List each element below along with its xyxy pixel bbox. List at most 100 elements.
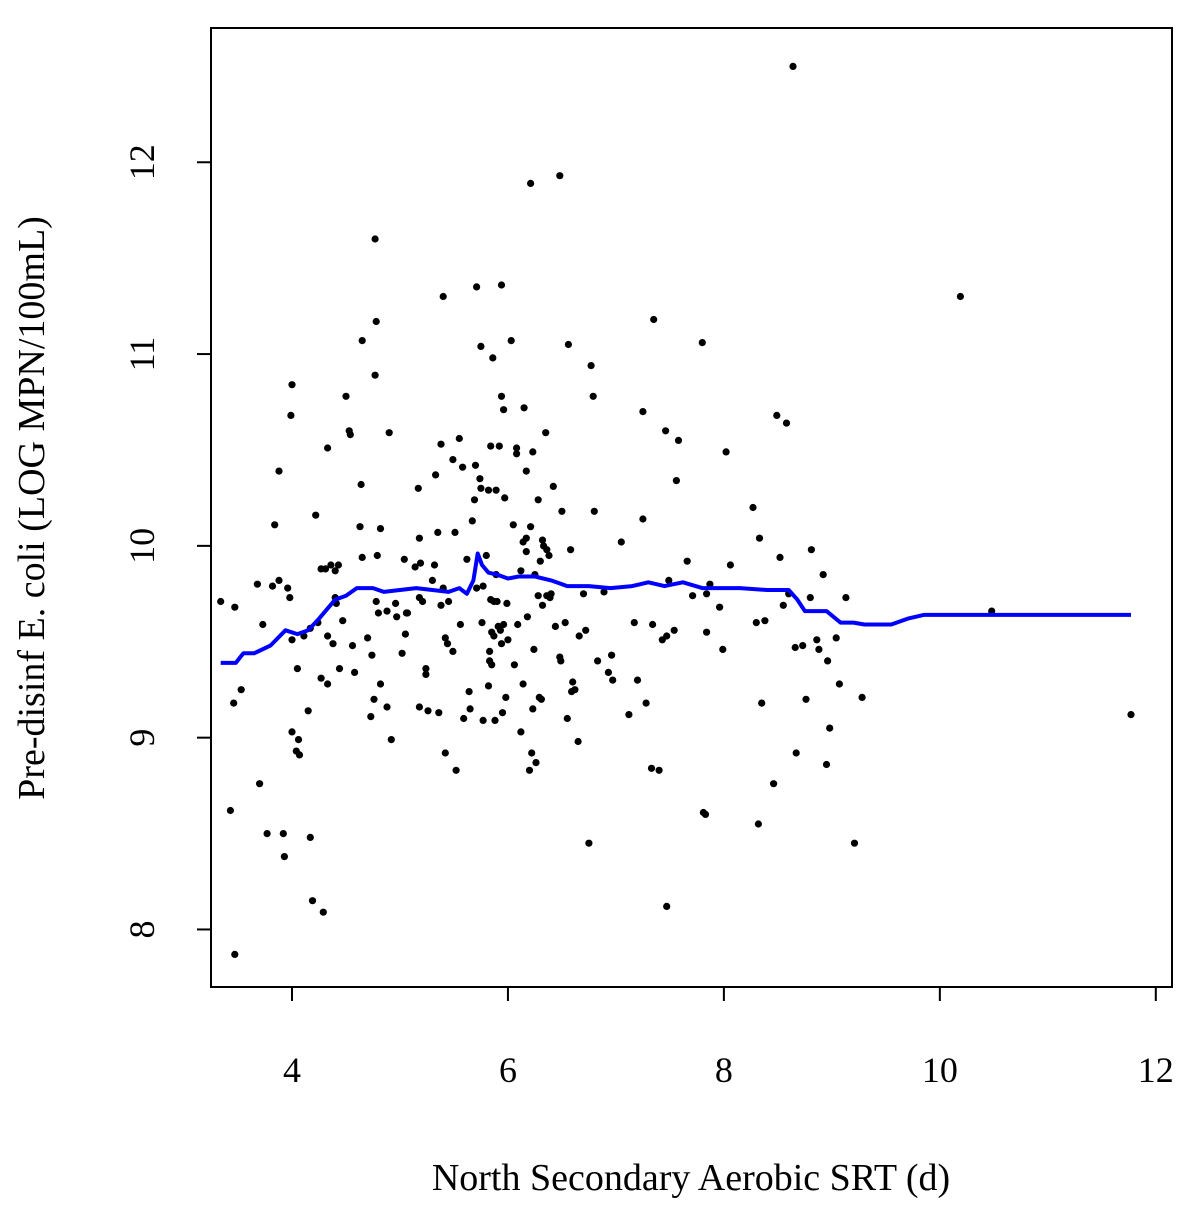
- data-point: [498, 709, 507, 717]
- data-point: [513, 444, 521, 452]
- data-point: [776, 553, 784, 562]
- data-point: [639, 408, 647, 416]
- data-point: [493, 597, 501, 606]
- data-point: [520, 404, 528, 412]
- data-point: [534, 592, 542, 600]
- data-point: [473, 283, 481, 291]
- y-axis-title: Pre-disinf E. coli (LOG MPN/100mL): [11, 216, 53, 800]
- data-point: [722, 448, 730, 456]
- data-point: [569, 678, 577, 686]
- data-point: [484, 682, 493, 690]
- y-tick-label: 9: [122, 729, 162, 747]
- data-point: [758, 699, 766, 707]
- data-point: [542, 429, 550, 437]
- data-point: [372, 597, 380, 606]
- data-point: [331, 567, 339, 575]
- data-point: [471, 461, 480, 469]
- data-point: [497, 392, 506, 400]
- data-point: [698, 339, 706, 347]
- data-point: [538, 601, 547, 609]
- data-point: [288, 381, 296, 389]
- data-point: [706, 580, 714, 588]
- data-point: [522, 548, 530, 556]
- data-point: [383, 703, 391, 711]
- data-point: [401, 630, 409, 638]
- data-point: [558, 507, 566, 515]
- data-point: [633, 676, 642, 684]
- data-point: [529, 705, 537, 713]
- data-point: [564, 340, 573, 349]
- data-point: [398, 649, 406, 657]
- data-point: [460, 714, 468, 723]
- data-point: [490, 632, 498, 640]
- data-point: [858, 693, 866, 702]
- x-axis-title: North Secondary Aerobic SRT (d): [432, 1157, 950, 1199]
- data-point: [437, 601, 445, 609]
- data-point: [527, 523, 535, 531]
- data-point: [642, 699, 650, 707]
- data-point: [463, 555, 471, 563]
- data-point: [342, 392, 350, 400]
- data-point: [655, 766, 663, 774]
- data-point: [470, 496, 479, 504]
- data-point: [507, 337, 515, 345]
- x-axis: 4 6 8 10 12: [283, 986, 1174, 1090]
- data-point: [492, 486, 500, 494]
- data-point: [549, 482, 557, 490]
- data-point: [585, 839, 593, 847]
- data-point: [335, 665, 344, 673]
- data-point: [385, 429, 393, 437]
- data-point: [477, 484, 485, 492]
- data-point: [557, 657, 565, 665]
- data-point: [324, 680, 332, 688]
- data-point: [428, 576, 436, 585]
- data-point: [819, 571, 827, 579]
- data-point: [466, 705, 474, 713]
- data-point: [579, 590, 588, 598]
- data-point: [445, 597, 453, 606]
- data-point: [435, 709, 443, 717]
- data-point: [496, 626, 504, 634]
- data-point: [287, 411, 295, 419]
- data-point: [387, 736, 395, 744]
- data-point: [339, 617, 347, 625]
- data-point: [663, 632, 671, 640]
- data-point: [489, 354, 497, 362]
- data-point: [334, 561, 342, 569]
- data-point: [574, 737, 582, 746]
- x-tick-label: 6: [499, 1050, 517, 1090]
- data-point: [630, 619, 638, 627]
- data-point: [755, 534, 764, 542]
- data-point: [437, 440, 445, 448]
- data-point: [443, 640, 452, 648]
- data-point: [368, 651, 376, 659]
- data-point: [587, 362, 595, 370]
- data-point: [231, 603, 239, 611]
- y-tick-label: 12: [122, 144, 162, 180]
- data-point: [792, 749, 800, 757]
- data-point: [487, 442, 495, 450]
- data-point: [701, 810, 710, 819]
- data-point: [571, 686, 579, 694]
- data-point: [594, 657, 602, 665]
- data-point: [294, 736, 303, 744]
- data-point: [799, 642, 807, 650]
- data-point: [719, 645, 727, 654]
- data-point: [478, 619, 486, 627]
- data-point: [465, 688, 473, 696]
- data-point: [280, 853, 288, 861]
- data-point: [528, 749, 536, 757]
- data-point: [662, 427, 670, 435]
- data-point: [392, 599, 400, 608]
- data-point: [683, 557, 691, 565]
- data-point: [500, 620, 508, 629]
- data-point: [530, 645, 538, 654]
- data-point: [476, 475, 484, 483]
- data-point: [288, 636, 296, 644]
- data-point: [556, 172, 564, 180]
- data-point: [434, 528, 442, 537]
- data-point: [806, 594, 814, 602]
- data-point: [674, 436, 683, 444]
- data-point: [364, 634, 372, 642]
